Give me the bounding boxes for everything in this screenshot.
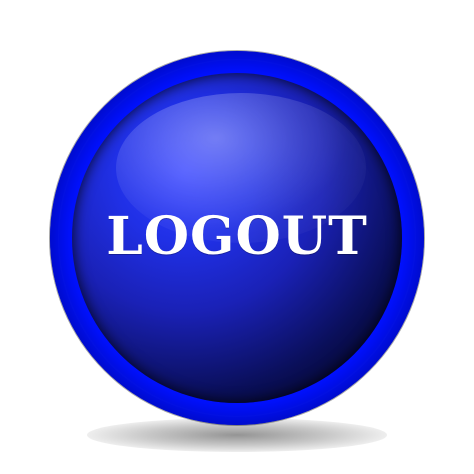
- logout-label: LOGOUT: [106, 206, 368, 267]
- button-face: [72, 73, 402, 403]
- logout-button[interactable]: LOGOUT: [50, 51, 424, 425]
- button-gloss: [116, 93, 366, 243]
